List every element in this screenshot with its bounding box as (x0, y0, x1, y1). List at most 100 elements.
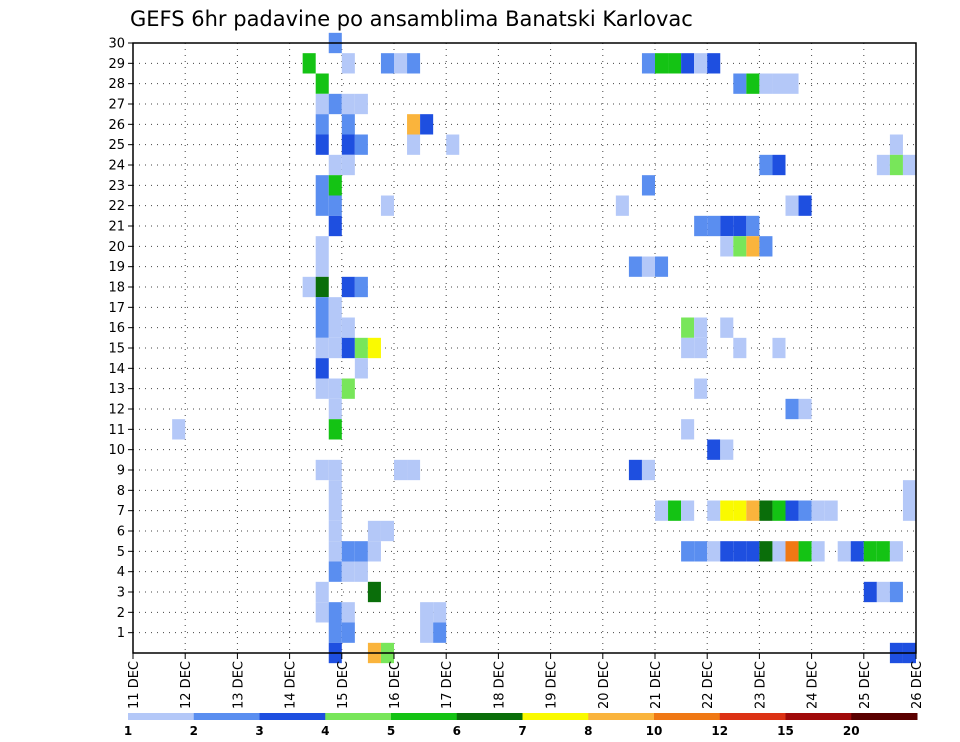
heatmap-cell (367, 520, 381, 542)
heatmap-cell (328, 195, 342, 216)
heatmap-cell (315, 134, 329, 155)
heatmap-cell (328, 459, 342, 481)
heatmap-cell (863, 581, 877, 603)
heatmap-cell (328, 602, 342, 623)
heatmap-cell (380, 520, 394, 542)
heatmap-cell (315, 114, 329, 135)
heatmap-cell (341, 317, 355, 338)
heatmap-cell (837, 541, 851, 562)
y-tick-label: 3 (117, 586, 125, 601)
heatmap-cell (785, 398, 799, 420)
y-tick-label: 6 (117, 525, 125, 540)
heatmap-cell (380, 195, 394, 216)
heatmap-cell (341, 93, 355, 115)
heatmap-cell (367, 337, 381, 359)
heatmap-cell (668, 500, 682, 521)
heatmap-cell (707, 541, 721, 562)
x-tick-label: 19 DEC (545, 661, 560, 709)
heatmap-cell (785, 541, 799, 562)
heatmap-cell (315, 236, 329, 257)
y-tick-label: 28 (108, 77, 125, 92)
heatmap-cell (772, 541, 786, 562)
heatmap-cell (407, 53, 421, 74)
heatmap-cell (641, 459, 655, 481)
heatmap-cell (446, 134, 460, 155)
legend-label: 15 (777, 724, 794, 738)
x-tick-label: 14 DEC (284, 661, 299, 709)
heatmap-cell (628, 256, 642, 277)
heatmap-cell (694, 337, 708, 359)
legend-swatch (588, 713, 655, 720)
heatmap-cell (720, 541, 734, 562)
heatmap-cell (341, 134, 355, 155)
heatmap-cell (772, 500, 786, 521)
heatmap-cell (315, 297, 329, 318)
heatmap-cell (315, 337, 329, 359)
heatmap-cell (707, 215, 721, 237)
x-tick-label: 18 DEC (492, 661, 507, 709)
heatmap-cell (889, 154, 903, 176)
heatmap-cell (328, 622, 342, 643)
heatmap-cell (328, 520, 342, 542)
heatmap-cell (380, 53, 394, 74)
heatmap-cell (798, 500, 812, 521)
heatmap-cell (759, 73, 773, 94)
heatmap-cell (315, 459, 329, 481)
y-tick-label: 20 (108, 240, 125, 255)
y-tick-label: 25 (108, 138, 125, 153)
heatmap-cell (889, 134, 903, 155)
x-axis: 11 DEC 12 DEC 13 DEC 14 DEC 15 DEC 16 DEC 17 D… (127, 653, 925, 709)
y-tick-label: 17 (108, 301, 125, 316)
y-tick-label: 26 (108, 118, 125, 133)
heatmap-cell (341, 602, 355, 623)
y-axis: 1234567891011121314151617181920212223242… (108, 37, 133, 641)
legend-label: 3 (255, 724, 263, 738)
heatmap-cell (733, 215, 747, 237)
x-tick-label: 22 DEC (701, 661, 716, 709)
y-tick-label: 30 (108, 37, 125, 52)
y-tick-label: 5 (117, 545, 125, 560)
color-legend: 1 2 3 4 5 6 7 8 10 12 15 20 (124, 713, 918, 738)
heatmap-cell (315, 175, 329, 196)
heatmap-cell (328, 419, 342, 440)
heatmap-cell (615, 195, 629, 216)
heatmap-cell (785, 73, 799, 94)
legend-swatch (259, 713, 326, 720)
heatmap-cell (341, 622, 355, 643)
y-tick-label: 7 (117, 504, 125, 519)
heatmap-cell (367, 541, 381, 562)
heatmap-cell (420, 622, 434, 643)
heatmap-cell (681, 419, 695, 440)
heatmap-cell (655, 53, 669, 74)
y-tick-label: 13 (108, 382, 125, 397)
chart-title: GEFS 6hr padavine po ansamblima Banatski… (130, 7, 693, 31)
heatmap-cell (407, 459, 421, 481)
heatmap-cell (172, 419, 186, 440)
heatmap-cell (302, 53, 316, 74)
heatmap-cell (354, 541, 368, 562)
heatmap-cell (772, 154, 786, 176)
heatmap-cell (315, 276, 329, 298)
legend-swatch (128, 713, 195, 720)
heatmap-cell (354, 358, 368, 379)
heatmap-cell (328, 154, 342, 176)
x-tick-label: 25 DEC (858, 661, 873, 709)
heatmap-cell (746, 500, 760, 521)
heatmap-cell (733, 337, 747, 359)
heatmap-cell (433, 602, 447, 623)
heatmap-cell (863, 541, 877, 562)
heatmap-cell (668, 53, 682, 74)
y-tick-label: 10 (108, 443, 125, 458)
y-tick-label: 8 (117, 484, 125, 499)
heatmap-cell (354, 93, 368, 115)
heatmap-cell (641, 53, 655, 74)
heatmap-cell (772, 73, 786, 94)
heatmap-cell (694, 317, 708, 338)
heatmap-cell (328, 561, 342, 582)
heatmap-cell (420, 114, 434, 135)
heatmap-cell (655, 500, 669, 521)
heatmap-cell (315, 93, 329, 115)
heatmap-cell (681, 53, 695, 74)
heatmap-cell (720, 317, 734, 338)
heatmap-cell (733, 541, 747, 562)
